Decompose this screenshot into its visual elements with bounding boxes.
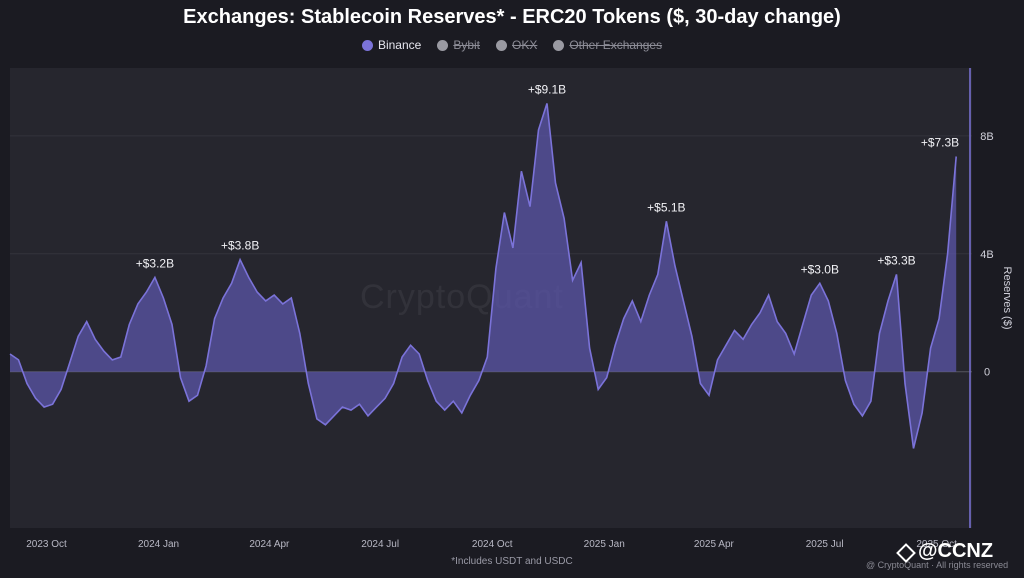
legend-item-bybit[interactable]: Bybit — [437, 38, 480, 52]
legend-dot-bybit — [437, 39, 449, 51]
legend-dot-other — [553, 39, 565, 51]
y-axis-label: Reserves ($) — [1001, 267, 1013, 330]
y-tick-label: 0 — [984, 367, 990, 379]
x-tick-label: 2025 Apr — [694, 539, 735, 550]
series-line-binance — [9, 103, 957, 449]
brand-watermark: @CCNZ — [896, 540, 993, 563]
credit-text: @ CryptoQuant · All rights reserved — [866, 560, 1009, 570]
x-tick-label: 2024 Oct — [472, 539, 513, 550]
legend-label: Binance — [377, 38, 422, 52]
legend-item-binance[interactable]: Binance — [361, 38, 422, 52]
legend-label: Bybit — [453, 38, 480, 52]
legend-dot-binance — [361, 39, 373, 51]
x-tick-label: 2023 Oct — [26, 539, 67, 550]
legend-label: OKX — [512, 38, 538, 52]
x-tick-label: 2025 Oct — [916, 539, 957, 550]
peak-annotation: +$7.3B — [921, 135, 959, 149]
peak-annotation: +$3.8B — [221, 239, 259, 253]
peak-annotation: +$3.3B — [877, 253, 915, 267]
x-tick-label: 2024 Jul — [361, 539, 399, 550]
legend-item-okx[interactable]: OKX — [496, 38, 537, 52]
x-tick-label: 2024 Apr — [249, 539, 290, 550]
legend-dot-okx — [496, 39, 507, 51]
series-area-binance — [10, 103, 957, 449]
x-tick-label: 2024 Jan — [138, 539, 179, 550]
y-tick-label: 4B — [980, 249, 993, 261]
peak-annotation: +$3.0B — [801, 262, 839, 276]
peak-annotation: +$5.1B — [647, 200, 685, 214]
peak-annotation: +$3.2B — [136, 256, 174, 270]
legend-item-other-exchanges[interactable]: Other Exchanges — [553, 38, 662, 52]
brand-handle: @CCNZ — [918, 540, 994, 562]
y-tick-label: 8B — [980, 131, 993, 143]
x-tick-label: 2025 Jan — [584, 539, 625, 550]
footnote: *Includes USDT and USDC — [451, 556, 573, 567]
x-tick-label: 2025 Jul — [806, 539, 844, 550]
peak-annotation: +$9.1B — [528, 82, 566, 96]
legend: Binance Bybit OKX Other Exchanges — [0, 38, 1024, 52]
legend-label: Other Exchanges — [569, 38, 663, 52]
binance-square-icon — [896, 543, 914, 561]
chart-title: Exchanges: Stablecoin Reserves* - ERC20 … — [183, 6, 841, 28]
